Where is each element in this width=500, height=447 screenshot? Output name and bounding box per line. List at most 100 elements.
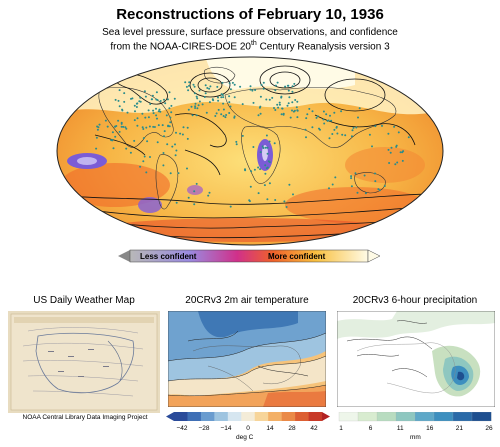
observation-dot [387, 148, 390, 151]
precipitation-swatch [395, 412, 416, 422]
observation-dot [221, 94, 224, 96]
observation-dot [350, 185, 353, 188]
observation-dot [294, 99, 297, 101]
observation-dot [363, 174, 366, 177]
weather-map-credit: NOAA Central Library Data Imaging Projec… [22, 414, 148, 421]
observation-dot [340, 110, 343, 113]
observation-dot [139, 165, 142, 168]
observation-dot [156, 117, 158, 120]
observation-dot [278, 101, 281, 104]
observation-dot [225, 114, 228, 116]
observation-dot [161, 124, 164, 127]
confidence-colorbar [118, 249, 380, 263]
observation-dot [208, 87, 211, 90]
observation-dot [206, 87, 209, 89]
observation-dot [186, 137, 189, 140]
observation-dot [393, 125, 396, 128]
observation-dot [169, 121, 172, 124]
observation-dot [341, 133, 344, 136]
observation-dot [257, 114, 260, 117]
observation-dot [217, 108, 220, 111]
observation-dot [135, 106, 138, 108]
observation-dot [166, 98, 169, 101]
observation-dot [262, 81, 265, 84]
observation-dot [220, 96, 223, 99]
less-arrow-icon [118, 250, 130, 262]
observation-dot [268, 98, 271, 101]
precipitation-swatch [338, 412, 359, 422]
observation-dot [397, 131, 400, 134]
observation-dot [157, 110, 160, 113]
observation-dot [184, 81, 187, 84]
observation-dot [333, 111, 336, 114]
observation-dot [259, 151, 262, 154]
observation-dot [134, 110, 136, 113]
temperature-swatch [241, 412, 256, 421]
observation-dot [118, 89, 121, 92]
observation-dot [158, 108, 161, 111]
observation-dot [144, 95, 147, 98]
temperature-colorbar: −42 −28 −14 0 14 28 42 [166, 412, 330, 432]
temperature-tick-label: −14 [220, 425, 231, 432]
temperature-tick-label: 28 [288, 425, 296, 432]
observation-dot [281, 107, 284, 110]
observation-dot [159, 110, 162, 113]
observation-dot [228, 95, 231, 98]
temperature-tick-label: 0 [246, 425, 250, 432]
observation-dot [141, 126, 144, 129]
observation-dot [133, 139, 136, 142]
observation-dot [186, 167, 188, 170]
observation-dot [257, 192, 260, 195]
observation-dot [264, 146, 267, 149]
observation-dot [305, 117, 308, 120]
observation-dot [169, 172, 172, 175]
observation-dot [254, 89, 257, 91]
observation-dot [169, 116, 172, 119]
observation-dot [126, 111, 129, 114]
observation-dot [235, 143, 238, 146]
observation-dot [194, 107, 197, 109]
observation-dot [259, 168, 262, 171]
observation-dot [168, 125, 171, 128]
observation-dot [399, 151, 402, 154]
observation-dot [123, 100, 126, 103]
observation-dot [149, 103, 152, 105]
observation-dot [104, 119, 107, 122]
observation-dot [289, 116, 292, 119]
observation-dot [193, 203, 196, 206]
observation-dot [261, 145, 264, 148]
observation-dot [222, 115, 225, 117]
observation-dot [191, 114, 194, 117]
observation-dot [163, 135, 165, 138]
observation-dot [263, 184, 266, 187]
observation-dot [195, 182, 198, 185]
observation-dot [356, 191, 359, 194]
observation-dot [228, 112, 231, 114]
observation-dot [120, 122, 123, 125]
observation-dot [224, 116, 227, 119]
observation-dot [135, 102, 138, 105]
observation-dot [192, 83, 195, 86]
precipitation-swatch [471, 412, 492, 422]
temperature-swatch [227, 412, 242, 421]
observation-dot [217, 99, 220, 102]
observation-dot [350, 175, 353, 178]
observation-dot [235, 140, 238, 143]
observation-dot [152, 125, 155, 128]
temperature-swatch [281, 412, 296, 421]
subtitle-line-1: Sea level pressure, surface pressure obs… [102, 27, 398, 38]
temperature-swatch [187, 412, 202, 421]
observation-dot [277, 106, 280, 109]
observation-dot [350, 177, 353, 180]
observation-dot [211, 98, 214, 101]
observation-dot [165, 114, 168, 117]
observation-dot [147, 109, 150, 112]
observation-dot [156, 141, 159, 144]
global-reanalysis-map [56, 56, 444, 246]
observation-dot [383, 185, 386, 187]
page-title: Reconstructions of February 10, 1936 [116, 6, 384, 23]
observation-dot [198, 89, 201, 92]
observation-dot [288, 96, 291, 99]
observation-dot [153, 126, 156, 128]
observation-dot [143, 90, 146, 93]
